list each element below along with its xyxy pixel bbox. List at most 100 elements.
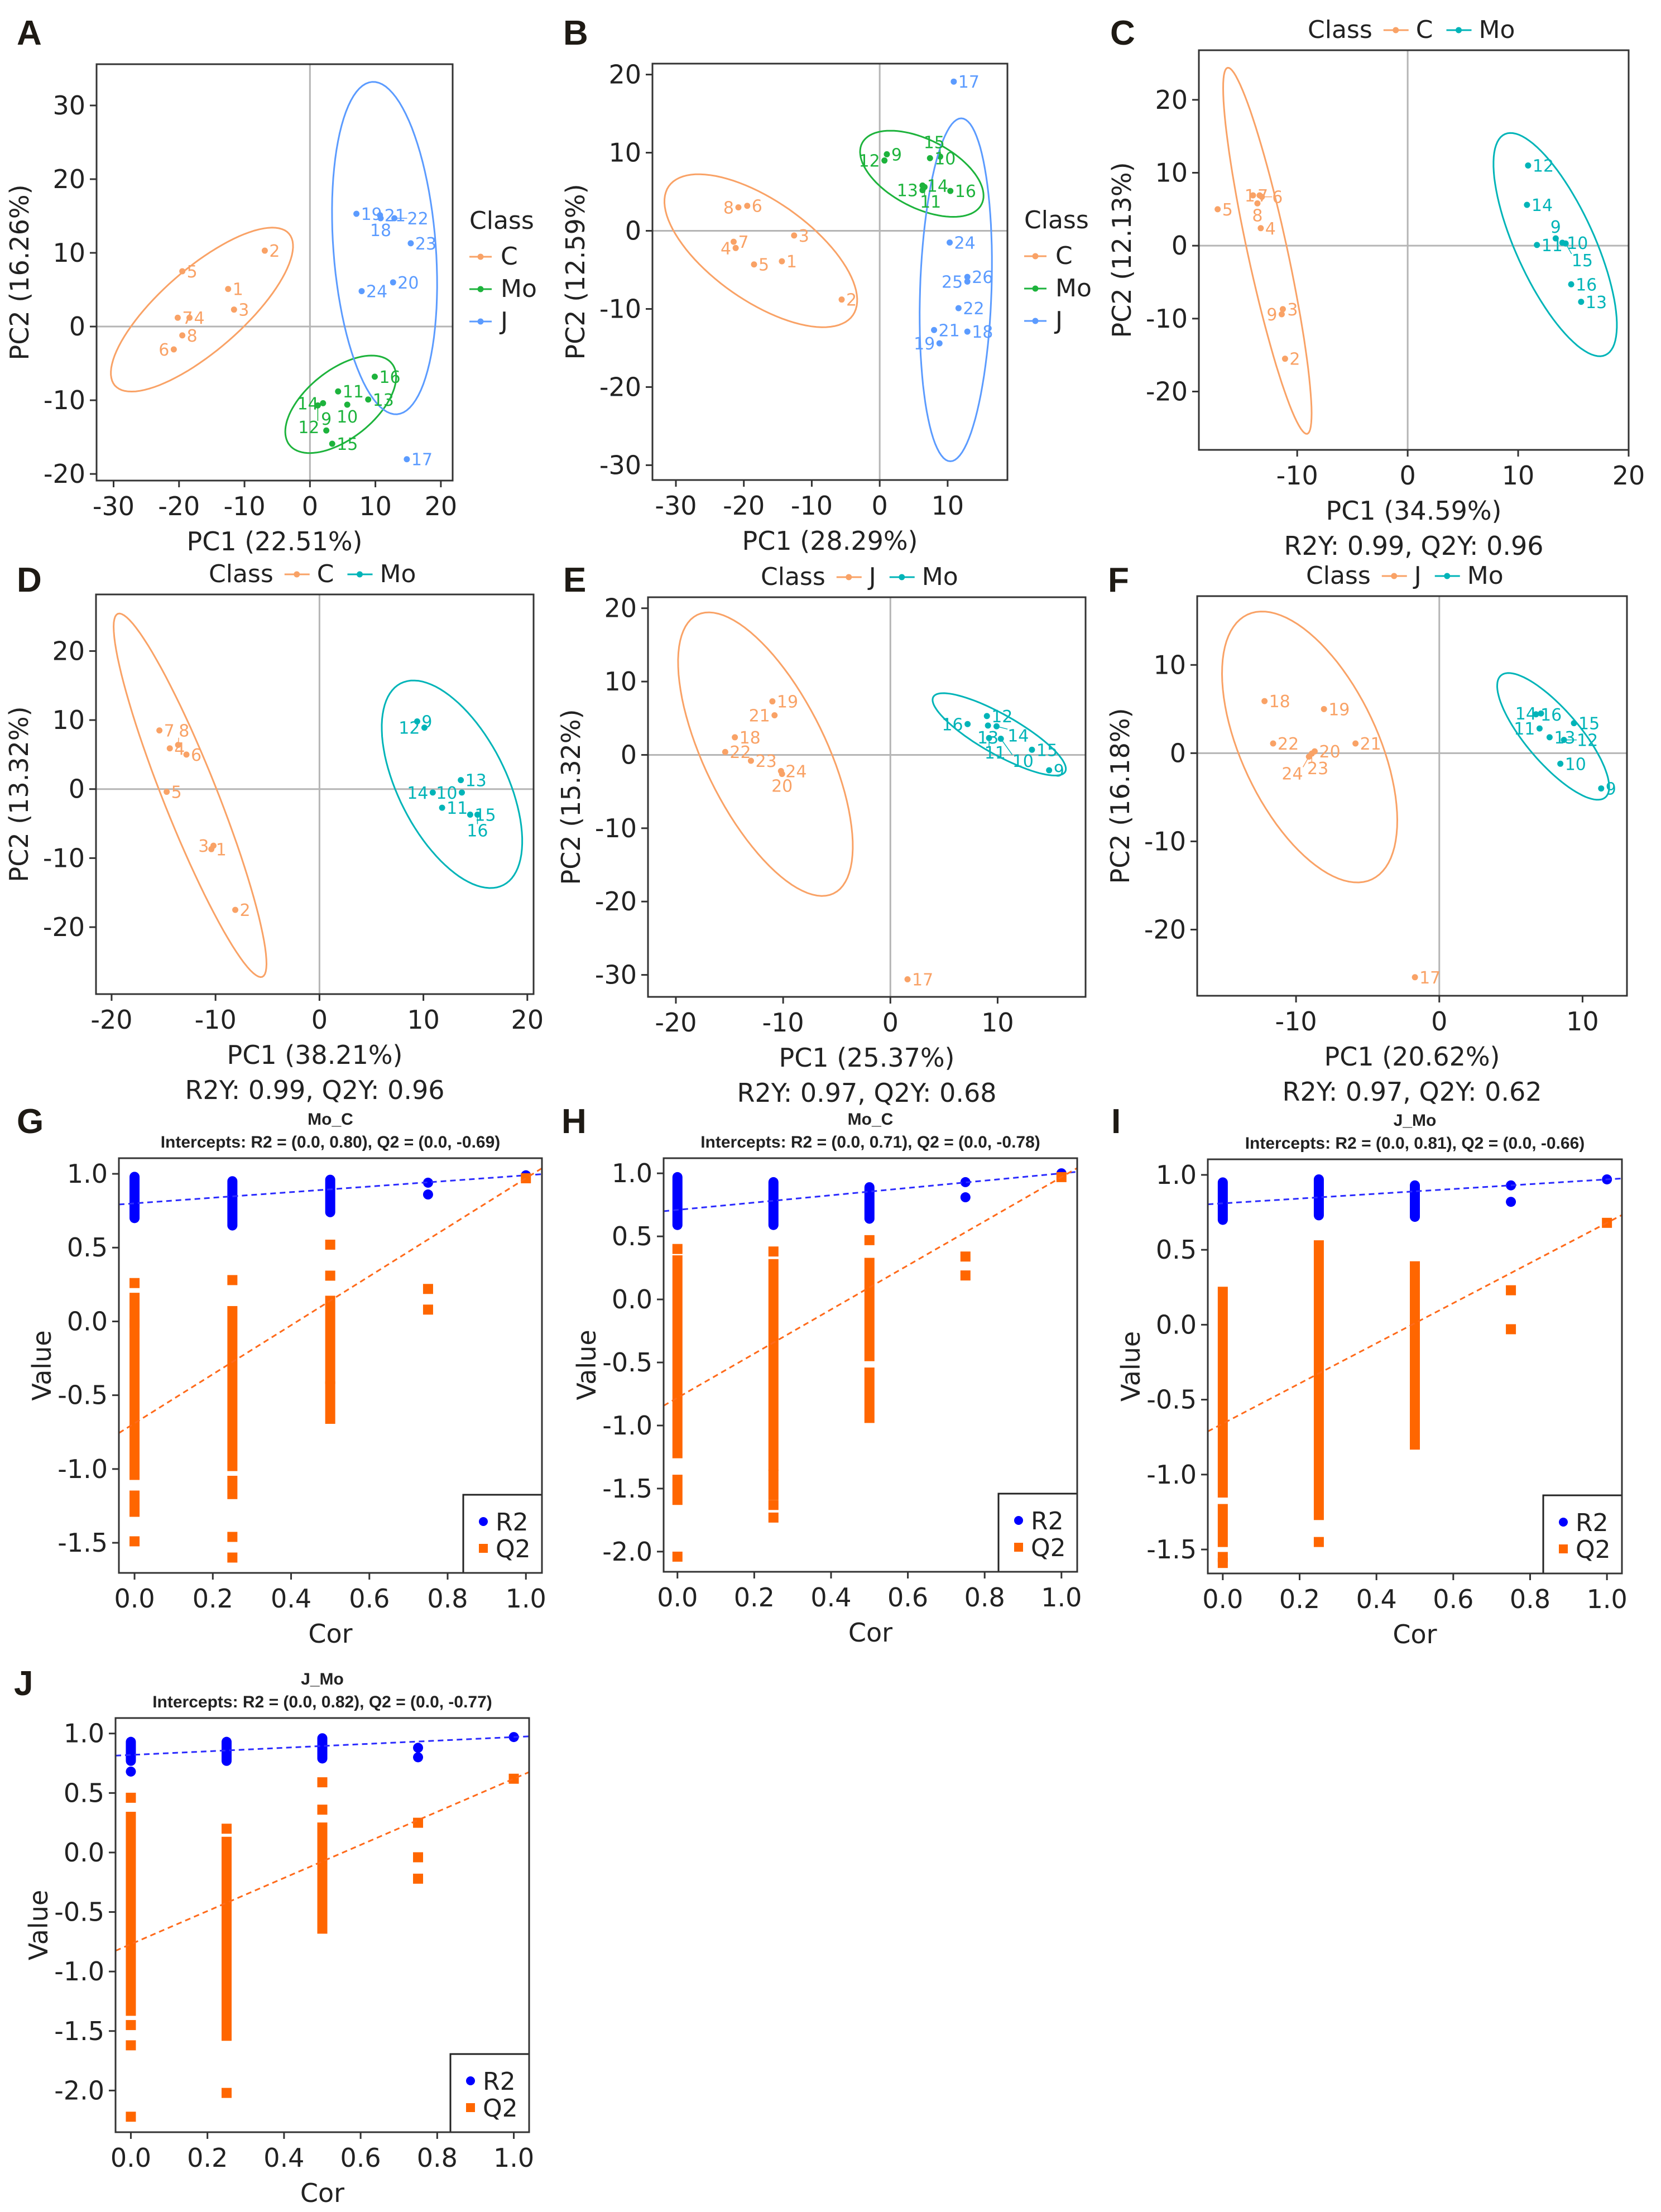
x-tick-label: 10 <box>1566 1006 1599 1037</box>
y-tick-label: 10 <box>608 138 641 168</box>
point-label: 3 <box>198 837 209 856</box>
plot-frame <box>651 63 1009 481</box>
data-point-mo <box>1534 242 1540 248</box>
data-point-c <box>186 314 193 321</box>
point-label: 9 <box>1606 780 1616 799</box>
data-point-c <box>730 238 737 245</box>
x-tick-label: 10 <box>1502 460 1535 491</box>
point-label: 8 <box>187 327 198 346</box>
y-tick-label: -20 <box>44 459 85 489</box>
data-point-mo <box>881 157 888 164</box>
q2-point <box>960 1251 971 1262</box>
point-label: 12 <box>1577 731 1598 751</box>
legend-box <box>1542 1494 1623 1575</box>
plot-title: J_Mo <box>301 1670 344 1688</box>
point-label: 10 <box>337 407 358 427</box>
label-leader-line <box>996 726 1008 730</box>
y-tick-label: -10 <box>1146 304 1188 334</box>
point-label: 23 <box>415 234 436 254</box>
x-tick-label: -30 <box>93 491 135 521</box>
y-tick-label: -10 <box>43 843 85 873</box>
legend-key-dot <box>1456 27 1462 33</box>
x-tick-label: 0.0 <box>1202 1584 1243 1614</box>
data-point-j <box>955 305 962 311</box>
legend-entry: Q2 <box>496 1535 531 1563</box>
data-point-c <box>735 204 742 211</box>
x-tick-label: 0.8 <box>1510 1584 1550 1614</box>
x-tick-label: 20 <box>1612 460 1645 491</box>
q2-point <box>221 2088 232 2098</box>
q2-permutation-run <box>221 1836 232 2041</box>
x-tick-label: 1.0 <box>493 2143 534 2173</box>
q2-permutation-run <box>768 1259 779 1471</box>
point-label: 10 <box>934 149 956 169</box>
point-label: 13 <box>465 771 487 791</box>
data-point-j <box>947 239 953 246</box>
q2-point <box>1506 1285 1516 1295</box>
point-label: 22 <box>729 743 751 762</box>
q2-point <box>126 2112 136 2122</box>
data-point-j <box>964 328 971 335</box>
point-label: 9 <box>891 145 902 165</box>
x-axis-label: PC1 (34.59%) <box>1326 496 1501 526</box>
point-label: 20 <box>771 777 793 796</box>
point-label: 18 <box>740 728 761 748</box>
panel-letter: G <box>17 1102 44 1141</box>
x-tick-label: -20 <box>158 491 200 521</box>
point-label: 4 <box>194 309 205 328</box>
data-point-c <box>156 727 163 734</box>
point-label: 14 <box>1007 726 1029 746</box>
r2-permutation-run <box>129 1172 140 1223</box>
q2-permutation-run <box>129 1319 140 1480</box>
r2-point <box>1506 1197 1516 1207</box>
q2-point <box>1506 1324 1516 1335</box>
x-tick-label: 0.2 <box>1279 1584 1320 1614</box>
point-label: 9 <box>421 713 432 732</box>
x-tick-label: 0.4 <box>1356 1584 1397 1614</box>
data-point-mo <box>335 388 342 395</box>
y-tick-label: 20 <box>52 164 85 194</box>
point-label: 13 <box>897 181 918 201</box>
q2-fit-line <box>116 1771 529 1952</box>
plot-subtitle: Intercepts: R2 = (0.0, 0.71), Q2 = (0.0,… <box>700 1133 1040 1151</box>
data-point-c <box>791 232 798 239</box>
confidence-ellipse-mo <box>859 129 985 218</box>
y-axis-label: Value <box>23 1890 54 1960</box>
y-tick-label: -30 <box>595 960 637 990</box>
point-label: 6 <box>191 746 201 765</box>
data-point-mo <box>1536 725 1543 732</box>
data-point-mo <box>1538 710 1544 717</box>
legend-entry: C <box>317 560 334 588</box>
data-point-c <box>179 268 186 275</box>
y-tick-label: 0.5 <box>1156 1235 1197 1265</box>
model-stats: R2Y: 0.99, Q2Y: 0.96 <box>1284 531 1543 561</box>
r2-permutation-run <box>317 1733 328 1764</box>
data-point-j <box>358 288 365 295</box>
point-label: 24 <box>785 762 807 781</box>
x-tick-label: 1.0 <box>1041 1582 1082 1613</box>
data-point-mo <box>983 713 990 719</box>
r2-fit-line <box>664 1170 1077 1212</box>
data-point-c <box>779 258 785 265</box>
y-tick-label: 0.0 <box>1156 1309 1197 1340</box>
label-leader-line <box>1000 738 1013 755</box>
point-label: 10 <box>1012 752 1034 771</box>
plot-area <box>96 594 534 994</box>
data-point-c <box>751 261 757 268</box>
y-tick-label: -1.0 <box>57 1454 108 1484</box>
x-tick-label: 0.8 <box>427 1584 468 1614</box>
point-label: 15 <box>924 133 945 153</box>
x-tick-label: 10 <box>981 1007 1014 1038</box>
y-tick-label: 10 <box>52 238 85 268</box>
legend-key-circle <box>466 2076 475 2085</box>
y-tick-label: 0.5 <box>67 1232 108 1263</box>
data-point-j <box>779 771 785 778</box>
data-point-j <box>353 210 360 217</box>
y-tick-label: -20 <box>43 912 85 942</box>
y-tick-label: -20 <box>1144 914 1186 944</box>
point-label: 15 <box>1578 714 1600 734</box>
point-label: 3 <box>799 227 809 246</box>
label-leader-line <box>1302 756 1309 767</box>
